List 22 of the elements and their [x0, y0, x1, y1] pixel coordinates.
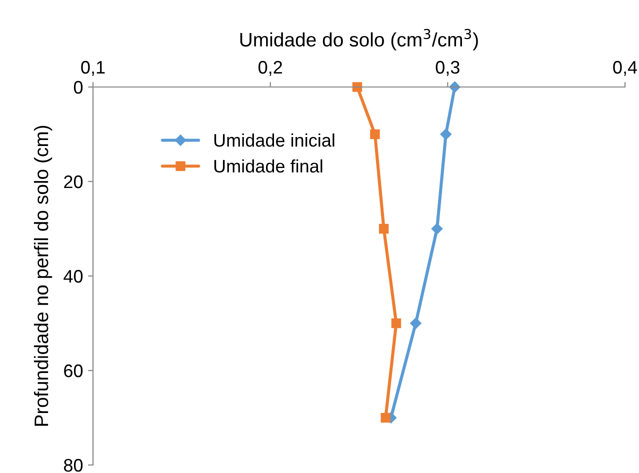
point [440, 128, 452, 140]
x-tick-label: 0,1 [81, 60, 105, 76]
point [378, 224, 389, 234]
y-tick-label: 20 [64, 175, 83, 188]
x-tick-label: 0,4 [613, 60, 638, 76]
point [431, 223, 443, 234]
point [352, 82, 362, 92]
legend-label: Umidade final [214, 159, 322, 173]
x-axis-title: Umidade do solo (cm$^{3}$/cm$^{3}$) [240, 28, 478, 50]
point [370, 129, 380, 140]
y-tick-label: 0 [74, 80, 83, 94]
y-tick-label: 80 [64, 458, 83, 472]
y-axis-title: Profundidade no perfil do solo (cm) [34, 126, 52, 426]
point [449, 81, 460, 93]
x-tick-label: 0,2 [258, 60, 282, 76]
point [380, 412, 390, 423]
legend-label: Umidade inicial [214, 133, 334, 147]
point [410, 318, 422, 329]
x-tick-label: 0,3 [436, 60, 460, 76]
point [391, 318, 402, 328]
y-tick-label: 60 [64, 364, 83, 378]
y-tick-label: 40 [64, 270, 83, 283]
